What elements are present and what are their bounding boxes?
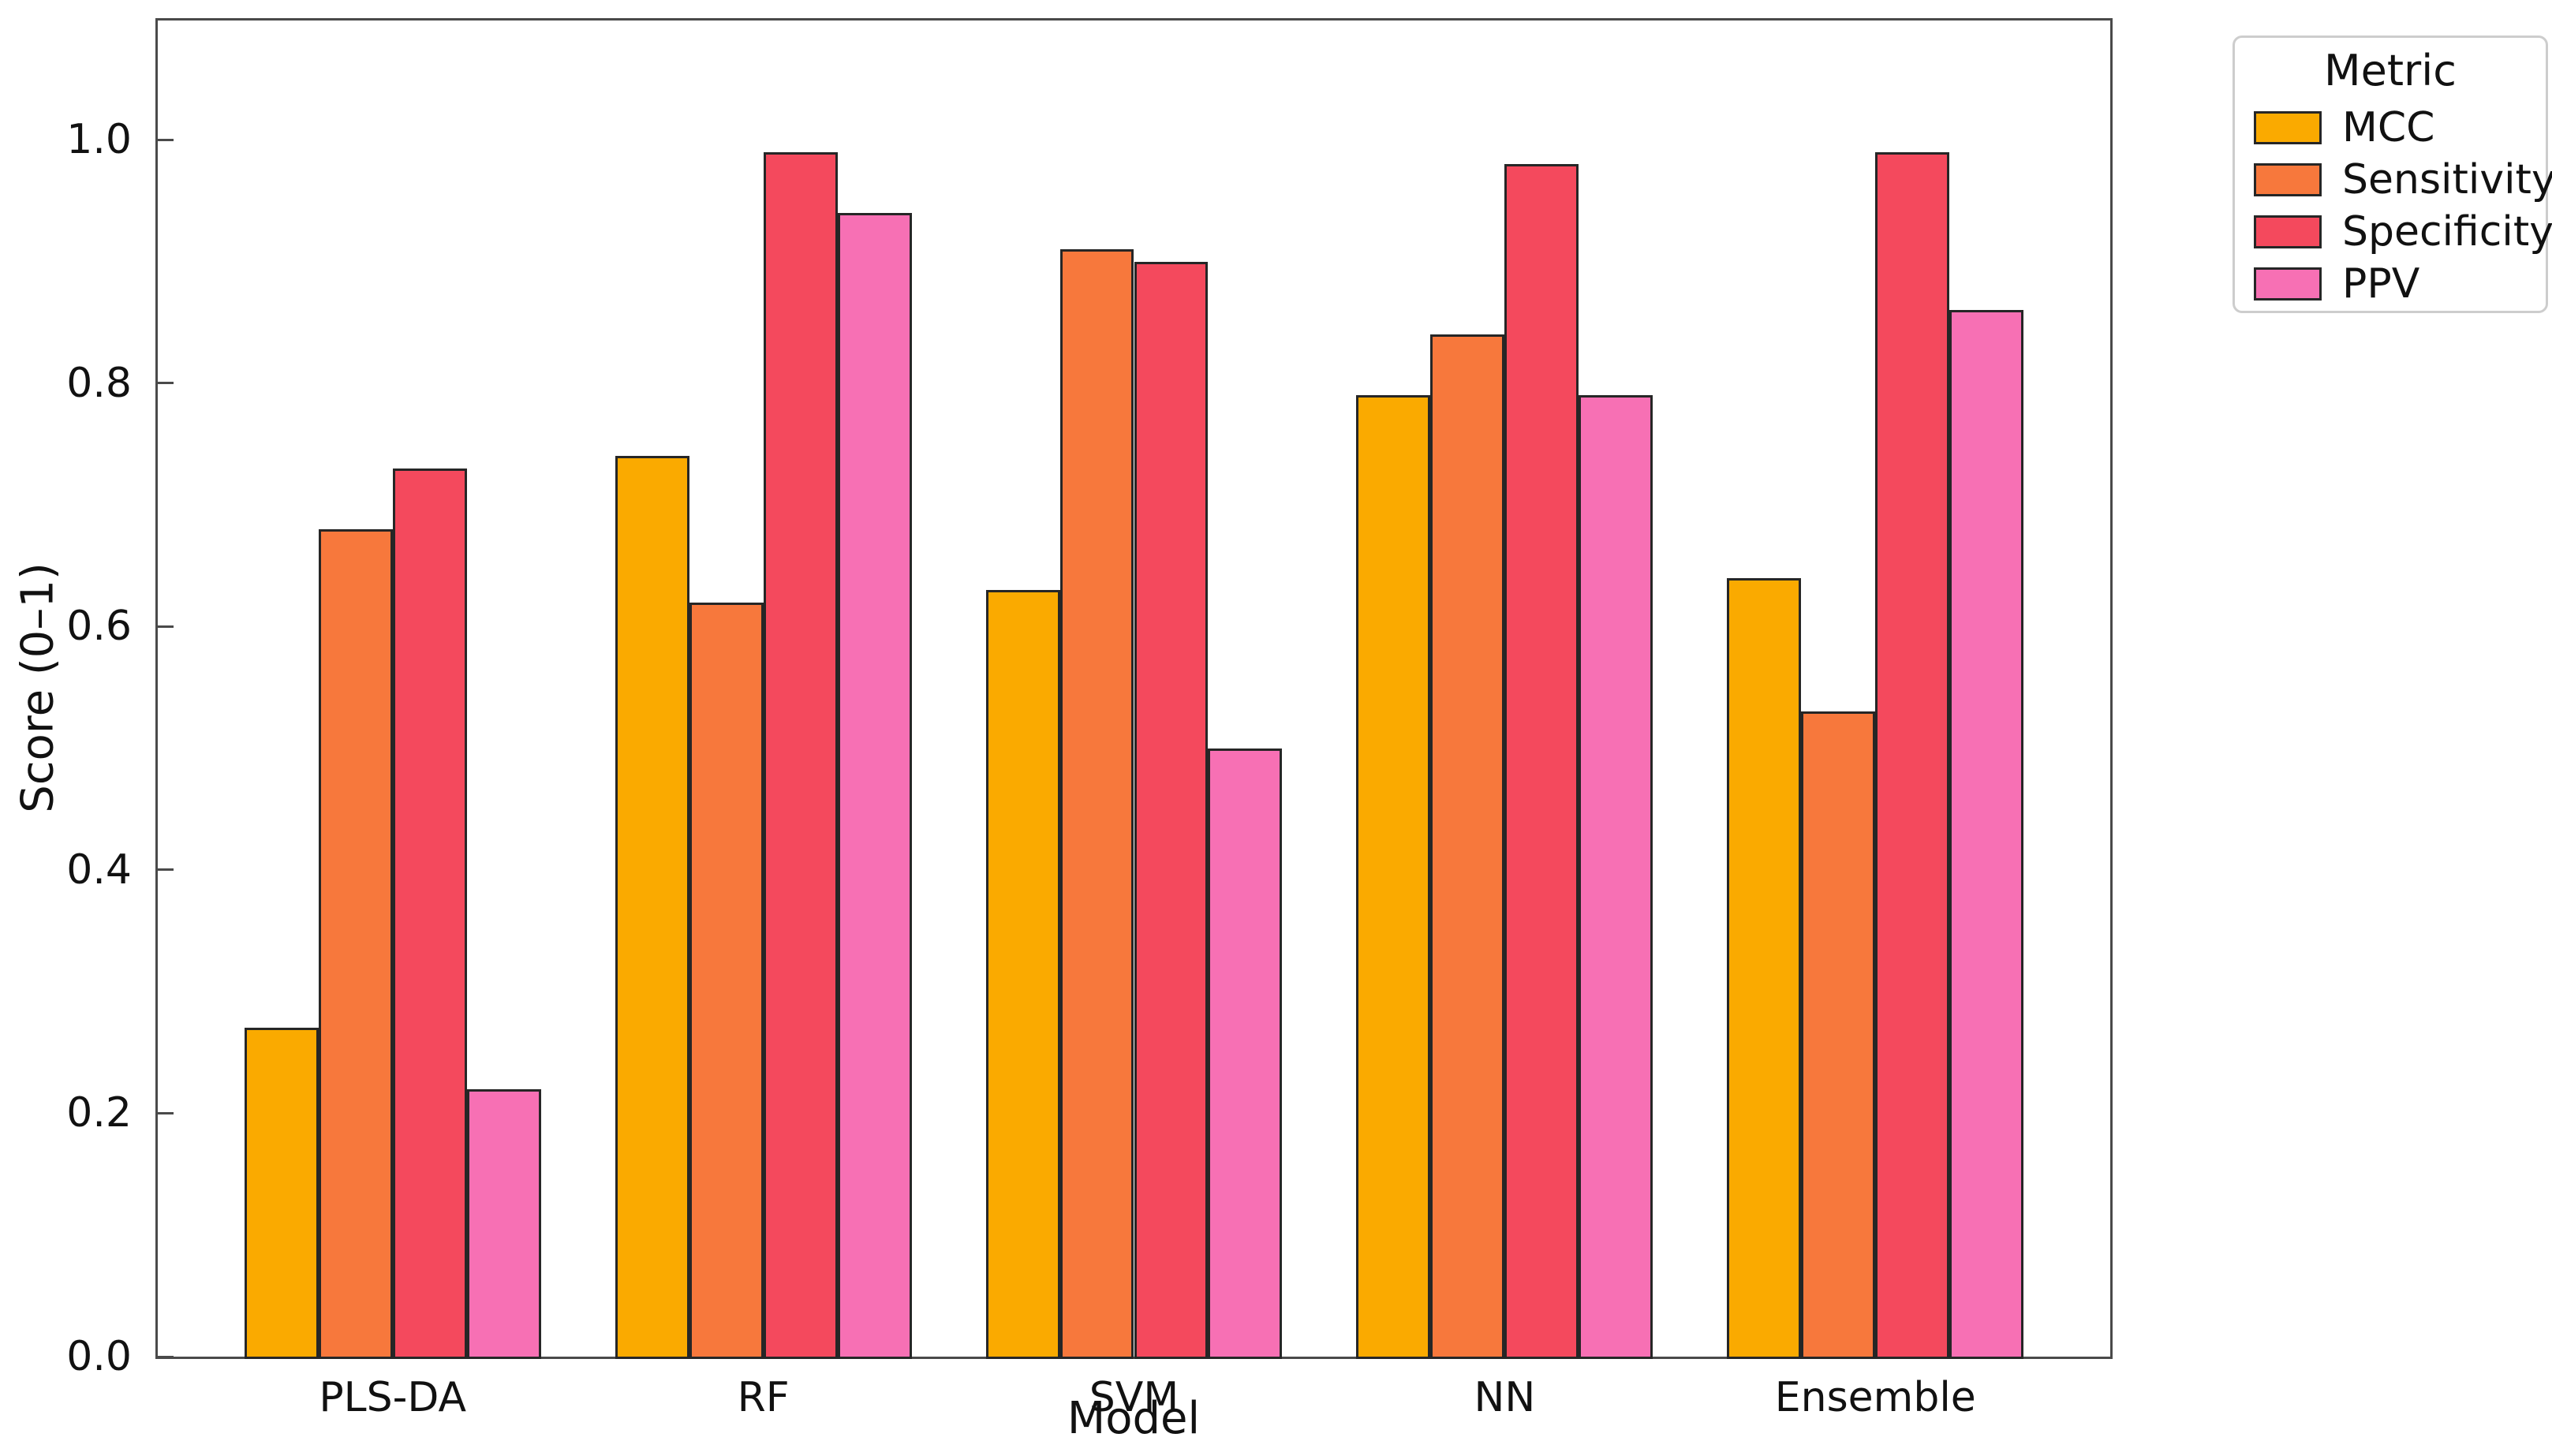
legend-swatch-PPV	[2254, 267, 2322, 301]
bar-NN-MCC	[1356, 395, 1431, 1359]
bar-Ensemble-MCC	[1727, 577, 1802, 1359]
x-tick-label-PLS-DA: PLS-DA	[319, 1374, 467, 1421]
legend-swatch-MCC	[2254, 111, 2322, 144]
bar-SVM-PPV	[1208, 748, 1283, 1359]
bar-SVM-MCC	[985, 590, 1060, 1359]
bar-NN-Specificity	[1504, 164, 1579, 1359]
bar-SVM-Sensitivity	[1059, 249, 1134, 1359]
legend-swatch-Sensitivity	[2254, 163, 2322, 196]
y-tick-label-0.2: 0.2	[66, 1089, 132, 1137]
y-tick-0.8	[158, 382, 174, 385]
legend-item-PPV: PPV	[2235, 258, 2546, 310]
top-spine	[155, 18, 2113, 21]
x-tick-label-RF: RF	[737, 1374, 790, 1421]
legend-item-Specificity: Specificity	[2235, 206, 2552, 258]
legend-swatch-Specificity	[2254, 215, 2322, 248]
bar-RF-Sensitivity	[689, 602, 764, 1359]
legend-item-Sensitivity: Sensitivity	[2235, 154, 2552, 206]
y-tick-0.6	[158, 625, 174, 628]
y-tick-0.0	[158, 1355, 174, 1358]
bar-RF-Specificity	[763, 151, 838, 1359]
bar-PLS-DA-MCC	[244, 1028, 319, 1359]
legend-label-PPV: PPV	[2342, 260, 2420, 308]
legend-item-MCC: MCC	[2235, 102, 2546, 154]
legend-title: Metric	[2324, 46, 2457, 95]
bar-SVM-Specificity	[1134, 261, 1209, 1359]
bar-PLS-DA-Specificity	[392, 468, 467, 1359]
bar-Ensemble-Specificity	[1875, 151, 1950, 1359]
y-tick-label-0.6: 0.6	[66, 603, 132, 651]
y-tick-0.4	[158, 868, 174, 872]
x-tick-label-NN: NN	[1474, 1374, 1536, 1421]
x-tick-label-SVM: SVM	[1089, 1374, 1179, 1421]
y-tick-0.2	[158, 1111, 174, 1114]
legend-label-Sensitivity: Sensitivity	[2342, 156, 2552, 203]
y-tick-label-1.0: 1.0	[66, 116, 132, 164]
bar-Ensemble-PPV	[1949, 310, 2024, 1359]
bar-RF-MCC	[615, 456, 689, 1359]
y-tick-label-0.0: 0.0	[66, 1333, 132, 1380]
bar-RF-PPV	[837, 212, 912, 1359]
legend-label-Specificity: Specificity	[2342, 208, 2552, 256]
legend-label-MCC: MCC	[2342, 104, 2435, 151]
bar-NN-PPV	[1579, 395, 1653, 1359]
bar-PLS-DA-Sensitivity	[318, 528, 393, 1359]
x-axis-title: Model	[1067, 1393, 1201, 1444]
bar-NN-Sensitivity	[1430, 334, 1505, 1359]
left-spine	[155, 18, 158, 1359]
right-spine	[2110, 18, 2113, 1359]
bar-PLS-DA-PPV	[466, 1088, 541, 1359]
y-tick-1.0	[158, 138, 174, 141]
legend: Metric MCC Sensitivity Specificity PPV	[2233, 35, 2552, 313]
bar-Ensemble-Sensitivity	[1801, 711, 1876, 1359]
legend-items: MCC Sensitivity Specificity PPV	[2235, 102, 2552, 310]
y-axis-title: Score (0–1)	[12, 562, 64, 813]
x-tick-label-Ensemble: Ensemble	[1774, 1374, 1976, 1421]
y-tick-label-0.4: 0.4	[66, 846, 132, 894]
y-tick-label-0.8: 0.8	[66, 359, 132, 407]
